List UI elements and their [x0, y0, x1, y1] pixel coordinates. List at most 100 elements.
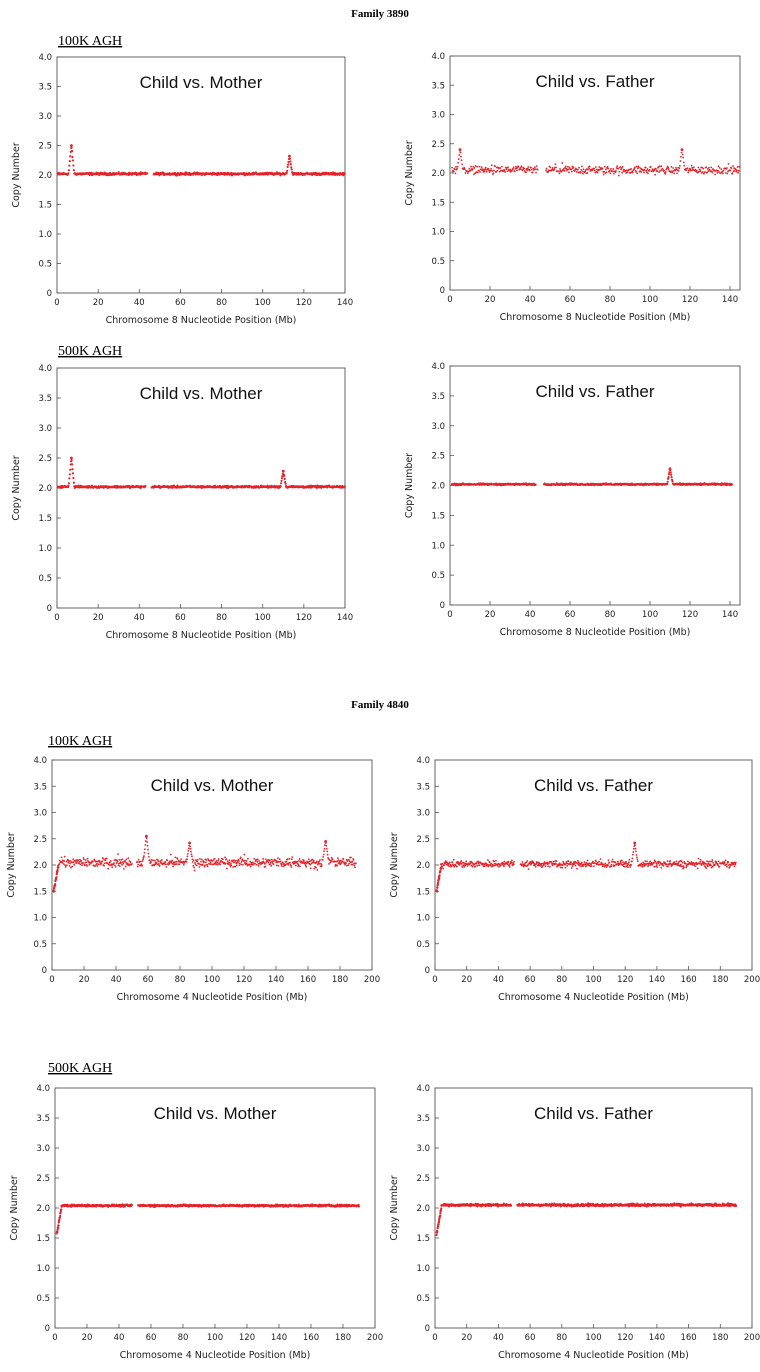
- data-point: [92, 860, 94, 863]
- data-point: [466, 864, 469, 867]
- data-point: [77, 859, 80, 862]
- data-point: [235, 864, 238, 867]
- data-point: [470, 165, 472, 168]
- x-tick-label: 80: [556, 975, 567, 985]
- data-point: [145, 837, 148, 840]
- data-point: [455, 865, 458, 868]
- data-point: [217, 858, 220, 860]
- data-point: [586, 172, 589, 174]
- data-point: [324, 844, 326, 847]
- data-point: [144, 484, 147, 488]
- data-point: [452, 858, 455, 861]
- x-tick-label: 20: [485, 610, 496, 620]
- data-point: [527, 868, 530, 871]
- data-point: [656, 170, 659, 173]
- data-point: [631, 171, 634, 174]
- data-point: [702, 167, 705, 170]
- data-point: [111, 866, 114, 869]
- x-tick-label: 200: [744, 1333, 760, 1343]
- x-tick-label: 120: [682, 610, 698, 620]
- data-point: [468, 167, 471, 170]
- data-point: [281, 861, 284, 864]
- x-tick-label: 180: [335, 1333, 351, 1343]
- data-point: [617, 174, 620, 177]
- x-tick-label: 0: [54, 613, 59, 623]
- data-point: [437, 881, 440, 884]
- y-tick-label: 0.5: [416, 1294, 430, 1304]
- data-point: [88, 864, 91, 866]
- x-tick-label: 140: [271, 1333, 287, 1343]
- x-tick-label: 0: [54, 298, 59, 308]
- data-point: [551, 864, 554, 867]
- data-point: [334, 865, 337, 867]
- y-tick-label: 2.0: [416, 1204, 430, 1214]
- panel-title: Child vs. Father: [534, 776, 653, 795]
- data-point: [679, 863, 682, 866]
- data-point: [307, 861, 310, 863]
- x-tick-label: 0: [447, 610, 452, 620]
- x-tick-label: 200: [364, 975, 380, 985]
- data-point: [568, 171, 570, 174]
- data-point: [113, 862, 115, 865]
- data-point: [246, 863, 248, 865]
- data-point: [697, 166, 700, 169]
- y-tick-label: 3.0: [36, 1144, 50, 1154]
- data-point: [487, 167, 490, 170]
- data-point: [711, 865, 714, 868]
- data-point: [337, 857, 339, 859]
- y-tick-label: 0: [440, 601, 445, 611]
- x-tick-label: 80: [175, 975, 186, 985]
- data-point: [604, 865, 606, 868]
- data-point: [240, 863, 243, 866]
- data-point: [173, 863, 176, 866]
- data-point: [143, 851, 146, 854]
- data-point: [717, 165, 720, 168]
- data-point: [534, 168, 537, 171]
- data-point: [476, 171, 479, 174]
- data-point: [283, 477, 286, 481]
- data-point: [604, 862, 607, 865]
- data-point: [502, 863, 504, 866]
- data-point: [700, 864, 703, 866]
- data-point: [354, 862, 357, 865]
- data-point: [618, 170, 621, 173]
- data-point: [506, 863, 509, 866]
- series-points: [450, 467, 733, 487]
- family-title: Family 3890: [351, 8, 409, 20]
- data-point: [533, 166, 536, 169]
- data-point: [326, 853, 329, 856]
- data-point: [737, 169, 740, 172]
- x-tick-label: 100: [204, 975, 220, 985]
- data-point: [517, 166, 520, 168]
- y-tick-label: 2.5: [33, 835, 47, 845]
- data-point: [673, 861, 676, 864]
- data-point: [504, 171, 507, 173]
- data-point: [508, 866, 511, 868]
- data-point: [571, 865, 574, 867]
- data-point: [569, 863, 572, 865]
- data-point: [472, 165, 475, 168]
- data-point: [72, 858, 75, 860]
- data-point: [563, 167, 565, 170]
- data-point: [616, 860, 619, 863]
- data-point: [667, 166, 669, 169]
- data-point: [224, 856, 226, 859]
- data-point: [290, 166, 293, 169]
- data-point: [256, 858, 259, 861]
- x-tick-label: 80: [605, 610, 616, 620]
- data-point: [653, 859, 656, 862]
- data-point: [706, 865, 709, 868]
- data-point: [513, 860, 516, 863]
- peak-point: [281, 469, 285, 473]
- data-point: [476, 165, 479, 168]
- x-tick-label: 40: [525, 610, 536, 620]
- data-point: [60, 1208, 63, 1211]
- data-point: [325, 844, 328, 847]
- data-point: [643, 171, 645, 174]
- data-point: [676, 172, 678, 175]
- array-label-100k: 100K AGH: [48, 734, 112, 749]
- data-point: [621, 165, 624, 168]
- chart-panel: 00.51.01.52.02.53.03.54.00 20 40 60 80 100 120…: [11, 53, 353, 326]
- data-point: [294, 862, 296, 865]
- data-point: [707, 170, 710, 172]
